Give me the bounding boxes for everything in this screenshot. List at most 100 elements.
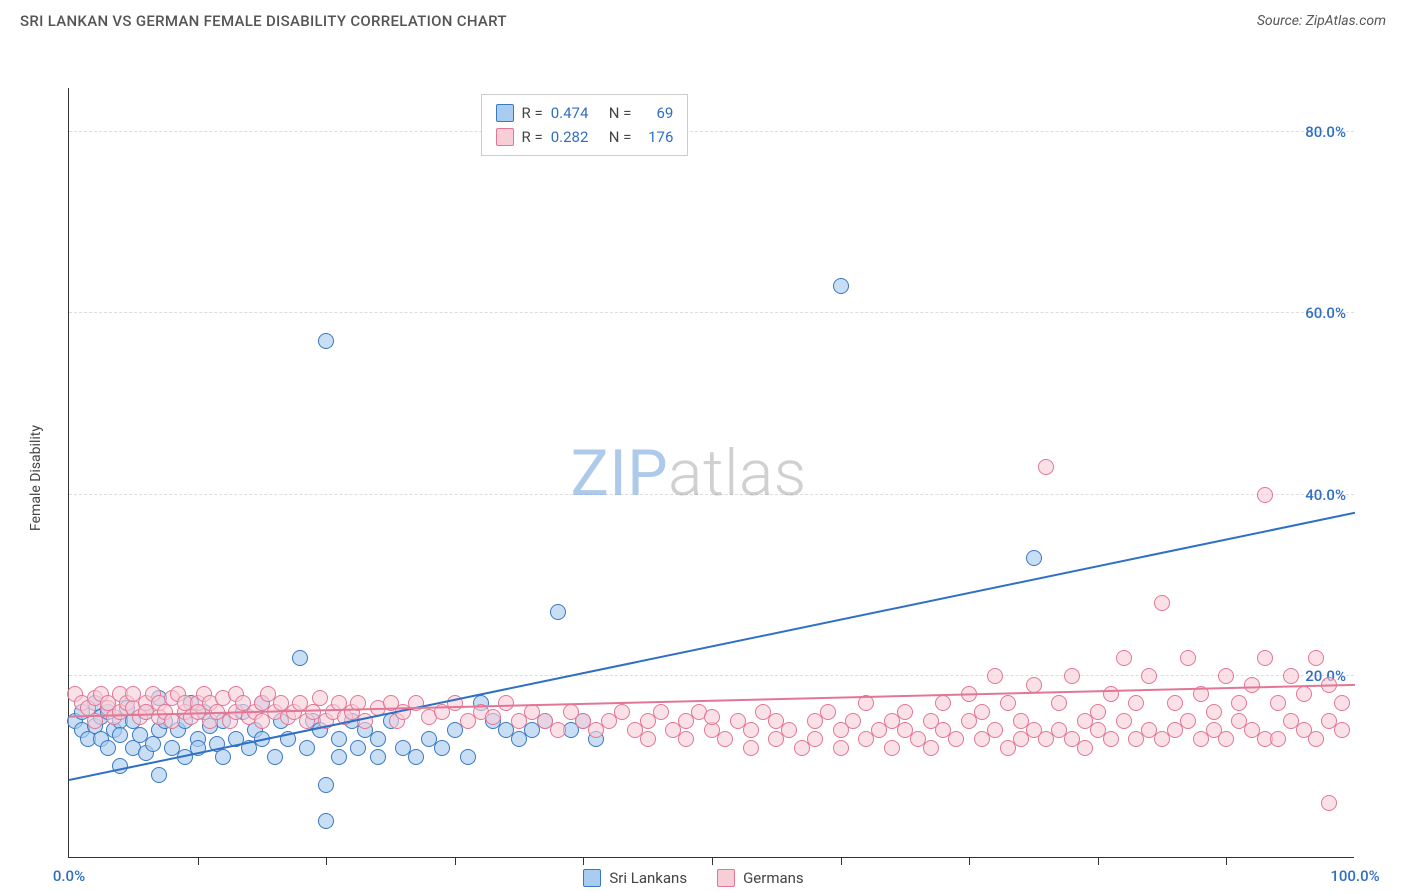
x-tick	[712, 857, 713, 865]
scatter-point	[1244, 677, 1260, 693]
scatter-point	[884, 740, 900, 756]
source-label: Source: ZipAtlas.com	[1257, 13, 1386, 29]
x-tick-label: 0.0%	[53, 867, 85, 885]
x-tick	[583, 857, 584, 865]
scatter-point	[550, 604, 566, 620]
legend-swatch	[717, 869, 735, 887]
scatter-point	[1038, 459, 1054, 475]
scatter-point	[112, 758, 128, 774]
scatter-point	[1077, 740, 1093, 756]
scatter-point	[614, 704, 630, 720]
gridline	[69, 312, 1354, 313]
scatter-point	[1064, 668, 1080, 684]
scatter-point	[1154, 595, 1170, 611]
scatter-point	[704, 709, 720, 725]
n-label: N =	[609, 125, 632, 149]
correlation-legend: R =0.474N =69R =0.282N =176	[481, 94, 689, 156]
watermark: ZIPatlas	[571, 436, 807, 511]
scatter-point	[1321, 677, 1337, 693]
y-tick-label: 60.0%	[1305, 304, 1346, 322]
scatter-point	[1231, 695, 1247, 711]
scatter-point	[112, 727, 128, 743]
scatter-point	[1321, 795, 1337, 811]
gridline	[69, 675, 1354, 676]
scatter-point	[550, 722, 566, 738]
r-label: R =	[522, 101, 543, 125]
scatter-point	[318, 777, 334, 793]
n-label: N =	[609, 101, 632, 125]
scatter-point	[1270, 731, 1286, 747]
scatter-point	[1206, 704, 1222, 720]
scatter-point	[1218, 668, 1234, 684]
scatter-point	[1296, 686, 1312, 702]
legend-swatch	[496, 128, 514, 146]
scatter-point	[292, 650, 308, 666]
scatter-point	[807, 731, 823, 747]
x-tick	[1226, 857, 1227, 865]
x-tick	[198, 857, 199, 865]
scatter-point	[1090, 704, 1106, 720]
x-tick-label: 100.0%	[1330, 867, 1379, 885]
r-value: 0.474	[551, 101, 601, 125]
scatter-point	[254, 731, 270, 747]
r-label: R =	[522, 125, 543, 149]
scatter-point	[1103, 686, 1119, 702]
scatter-point	[1334, 695, 1350, 711]
scatter-point	[190, 740, 206, 756]
scatter-point	[151, 767, 167, 783]
scatter-point	[485, 709, 501, 725]
scatter-point	[974, 704, 990, 720]
scatter-point	[1026, 550, 1042, 566]
chart-title: SRI LANKAN VS GERMAN FEMALE DISABILITY C…	[20, 12, 507, 30]
scatter-point	[1180, 650, 1196, 666]
scatter-point	[743, 722, 759, 738]
scatter-point	[267, 749, 283, 765]
legend-row: R = 0.474 N = 69	[496, 101, 674, 125]
scatter-point	[833, 740, 849, 756]
series-legend: Sri LankansGermans	[583, 869, 803, 887]
legend-item: Germans	[717, 869, 804, 887]
scatter-point	[948, 731, 964, 747]
scatter-point	[1270, 695, 1286, 711]
plot-area: 20.0%40.0%60.0%80.0%0.0%100.0%ZIPatlasR …	[68, 88, 1354, 858]
scatter-point	[820, 704, 836, 720]
n-value: 69	[639, 101, 673, 125]
x-tick	[969, 857, 970, 865]
scatter-point	[678, 731, 694, 747]
scatter-point	[318, 333, 334, 349]
y-tick-label: 80.0%	[1305, 123, 1346, 141]
scatter-point	[1283, 668, 1299, 684]
scatter-point	[318, 813, 334, 829]
scatter-point	[653, 704, 669, 720]
legend-row: R =0.282N =176	[496, 125, 674, 149]
legend-swatch	[496, 104, 514, 122]
scatter-point	[331, 749, 347, 765]
scatter-point	[1128, 695, 1144, 711]
scatter-point	[1103, 731, 1119, 747]
y-axis-label: Female Disability	[28, 425, 44, 531]
scatter-point	[100, 740, 116, 756]
scatter-point	[1051, 695, 1067, 711]
scatter-point	[1000, 695, 1016, 711]
scatter-point	[370, 731, 386, 747]
legend-label: Germans	[743, 869, 804, 887]
scatter-point	[1308, 731, 1324, 747]
scatter-point	[350, 695, 366, 711]
scatter-point	[743, 740, 759, 756]
scatter-point	[357, 713, 373, 729]
scatter-point	[987, 722, 1003, 738]
scatter-point	[1257, 487, 1273, 503]
scatter-point	[1116, 713, 1132, 729]
scatter-point	[1193, 686, 1209, 702]
scatter-point	[498, 695, 514, 711]
scatter-point	[1180, 713, 1196, 729]
scatter-point	[1141, 668, 1157, 684]
gridline	[69, 131, 1354, 132]
n-value: 176	[639, 125, 673, 149]
y-tick-label: 40.0%	[1305, 486, 1346, 504]
scatter-point	[923, 740, 939, 756]
scatter-point	[781, 722, 797, 738]
scatter-point	[434, 740, 450, 756]
scatter-point	[1116, 650, 1132, 666]
scatter-point	[640, 731, 656, 747]
